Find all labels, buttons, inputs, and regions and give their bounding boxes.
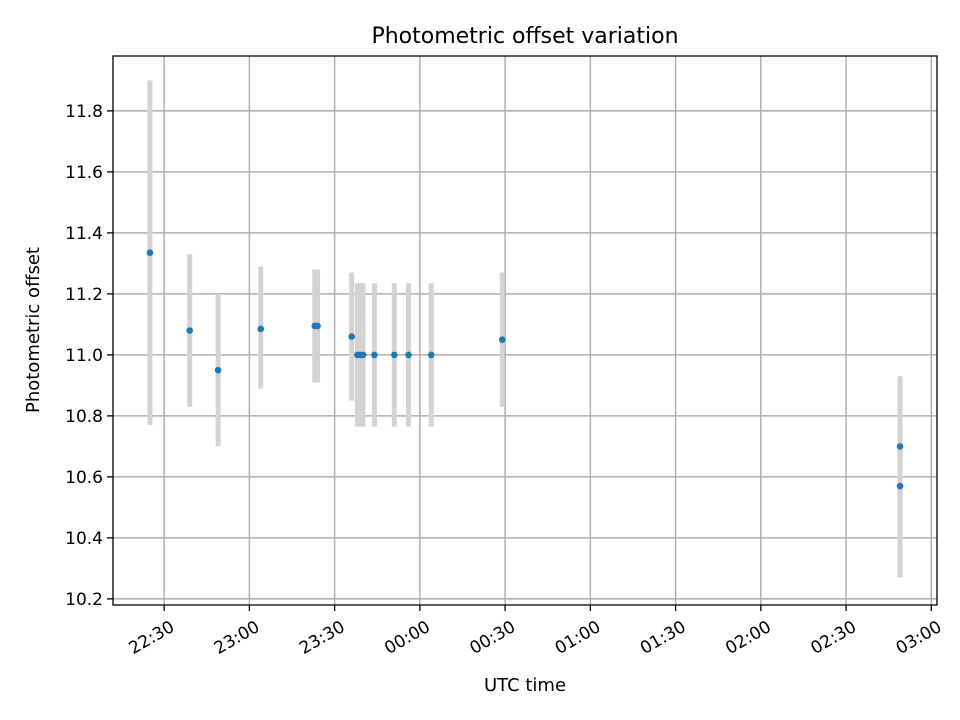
y-tick-label: 10.4 [65,529,103,549]
y-tick-label: 11.4 [65,224,103,244]
y-tick-label: 11.0 [65,346,103,366]
x-tick-label: 02:00 [722,617,774,659]
data-point [314,322,321,330]
data-point [405,351,412,359]
data-point [257,325,265,333]
y-axis-label: Photometric offset [23,247,44,413]
y-axis: 10.2 10.4 10.6 10.8 11.0 11.2 11.4 11.6 11.8 [65,102,113,610]
data-point [498,336,506,343]
data-point [427,351,435,359]
data-point [896,443,904,450]
x-axis-label: UTC time [484,675,566,696]
grid [113,56,937,605]
x-tick-label: 23:30 [296,617,348,659]
x-axis: 22:30 23:00 23:30 00:00 00:30 01:00 01:30 02:00… [126,605,945,659]
plot-frame [112,55,938,606]
data-point [214,366,222,374]
y-tick-label: 10.6 [65,468,103,488]
y-tick-label: 11.8 [65,102,103,122]
x-tick-label: 01:00 [552,617,604,659]
x-tick-label: 00:00 [381,617,433,659]
y-tick-label: 11.6 [65,163,103,183]
data-point [371,351,378,359]
x-tick-label: 03:00 [893,617,945,659]
x-tick-label: 22:30 [126,617,178,659]
data-point [186,327,194,334]
data-point [348,333,355,340]
x-tick-label: 00:30 [467,617,519,659]
chart-title: Photometric offset variation [371,24,678,49]
data-point [359,351,367,359]
data-point [896,482,904,490]
x-tick-label: 01:30 [637,617,689,659]
x-tick-label: 23:00 [211,617,263,659]
y-tick-label: 10.8 [65,407,103,427]
y-tick-label: 11.2 [65,285,103,305]
data-points [146,249,904,490]
data-point [390,351,398,359]
data-point [146,249,154,257]
y-tick-label: 10.2 [65,590,103,610]
x-tick-label: 02:30 [808,617,860,659]
